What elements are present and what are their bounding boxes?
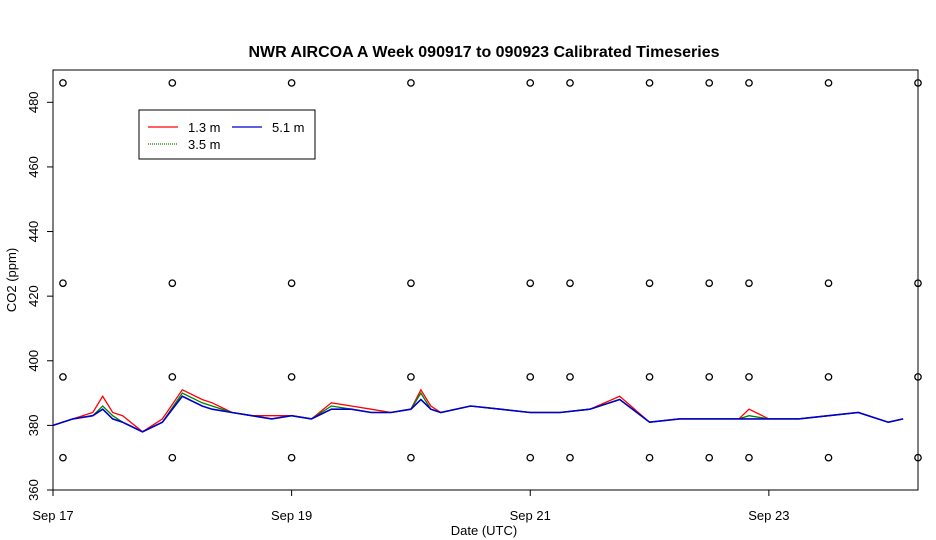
reference-point (745, 79, 753, 87)
reference-point (566, 373, 574, 381)
reference-point (824, 373, 833, 381)
y-tick-label: 480 (26, 91, 41, 113)
reference-point (645, 373, 654, 381)
reference-point (705, 373, 714, 381)
reference-point (59, 79, 67, 87)
reference-point (914, 453, 922, 462)
reference-point (705, 79, 714, 87)
reference-point (824, 279, 833, 288)
reference-point (566, 453, 574, 462)
chart-title: NWR AIRCOA A Week 090917 to 090923 Calib… (248, 44, 719, 61)
reference-point (745, 279, 753, 288)
reference-point (407, 453, 415, 462)
x-tick-label: Sep 23 (748, 508, 789, 523)
reference-point (645, 79, 654, 87)
axes: 360 380 400 420 440 460 480 Sep 17 Sep 19 Sep 21 S… (26, 91, 789, 523)
reference-point (705, 453, 714, 462)
reference-point (287, 79, 296, 87)
reference-point (407, 79, 415, 87)
reference-point (914, 373, 922, 381)
reference-point (287, 373, 296, 381)
y-tick-label: 380 (26, 415, 41, 437)
x-axis-label: Date (UTC) (451, 523, 517, 538)
reference-point (645, 279, 654, 288)
reference-point (824, 79, 833, 87)
reference-point (168, 453, 177, 462)
reference-point (407, 373, 415, 381)
legend-box (138, 109, 316, 160)
reference-point (566, 79, 574, 87)
y-tick-label: 460 (26, 156, 41, 178)
series-line-5-1m (52, 395, 904, 433)
reference-point (824, 453, 833, 462)
reference-point (59, 453, 67, 462)
reference-point (914, 279, 922, 288)
x-tick-label: Sep 19 (271, 508, 312, 523)
x-tick-label: Sep 17 (32, 508, 73, 523)
reference-point (526, 453, 535, 462)
reference-point (526, 79, 535, 87)
reference-point (168, 79, 177, 87)
reference-point (526, 279, 535, 288)
y-tick-label: 440 (26, 221, 41, 243)
reference-point (287, 279, 296, 288)
y-axis-label: CO2 (ppm) (4, 248, 19, 312)
reference-point (59, 279, 67, 288)
reference-point (705, 279, 714, 288)
legend-label-1-3m: 1.3 m (188, 120, 221, 135)
reference-point (168, 279, 177, 288)
reference-point (566, 279, 574, 288)
reference-point (59, 373, 67, 381)
reference-point (745, 373, 753, 381)
reference-point (526, 373, 535, 381)
legend-label-5-1m: 5.1 m (272, 120, 305, 135)
reference-point (645, 453, 654, 462)
x-tick-label: Sep 21 (510, 508, 551, 523)
reference-point (914, 79, 922, 87)
reference-point (168, 373, 177, 381)
y-tick-label: 420 (26, 285, 41, 307)
y-tick-label: 360 (26, 479, 41, 501)
reference-point (745, 453, 753, 462)
legend-label-3-5m: 3.5 m (188, 137, 221, 152)
y-tick-label: 400 (26, 350, 41, 372)
reference-point (287, 453, 296, 462)
plot-marks (52, 79, 922, 462)
legend: 1.3 m 3.5 m 5.1 m (138, 109, 316, 160)
reference-point (407, 279, 415, 288)
